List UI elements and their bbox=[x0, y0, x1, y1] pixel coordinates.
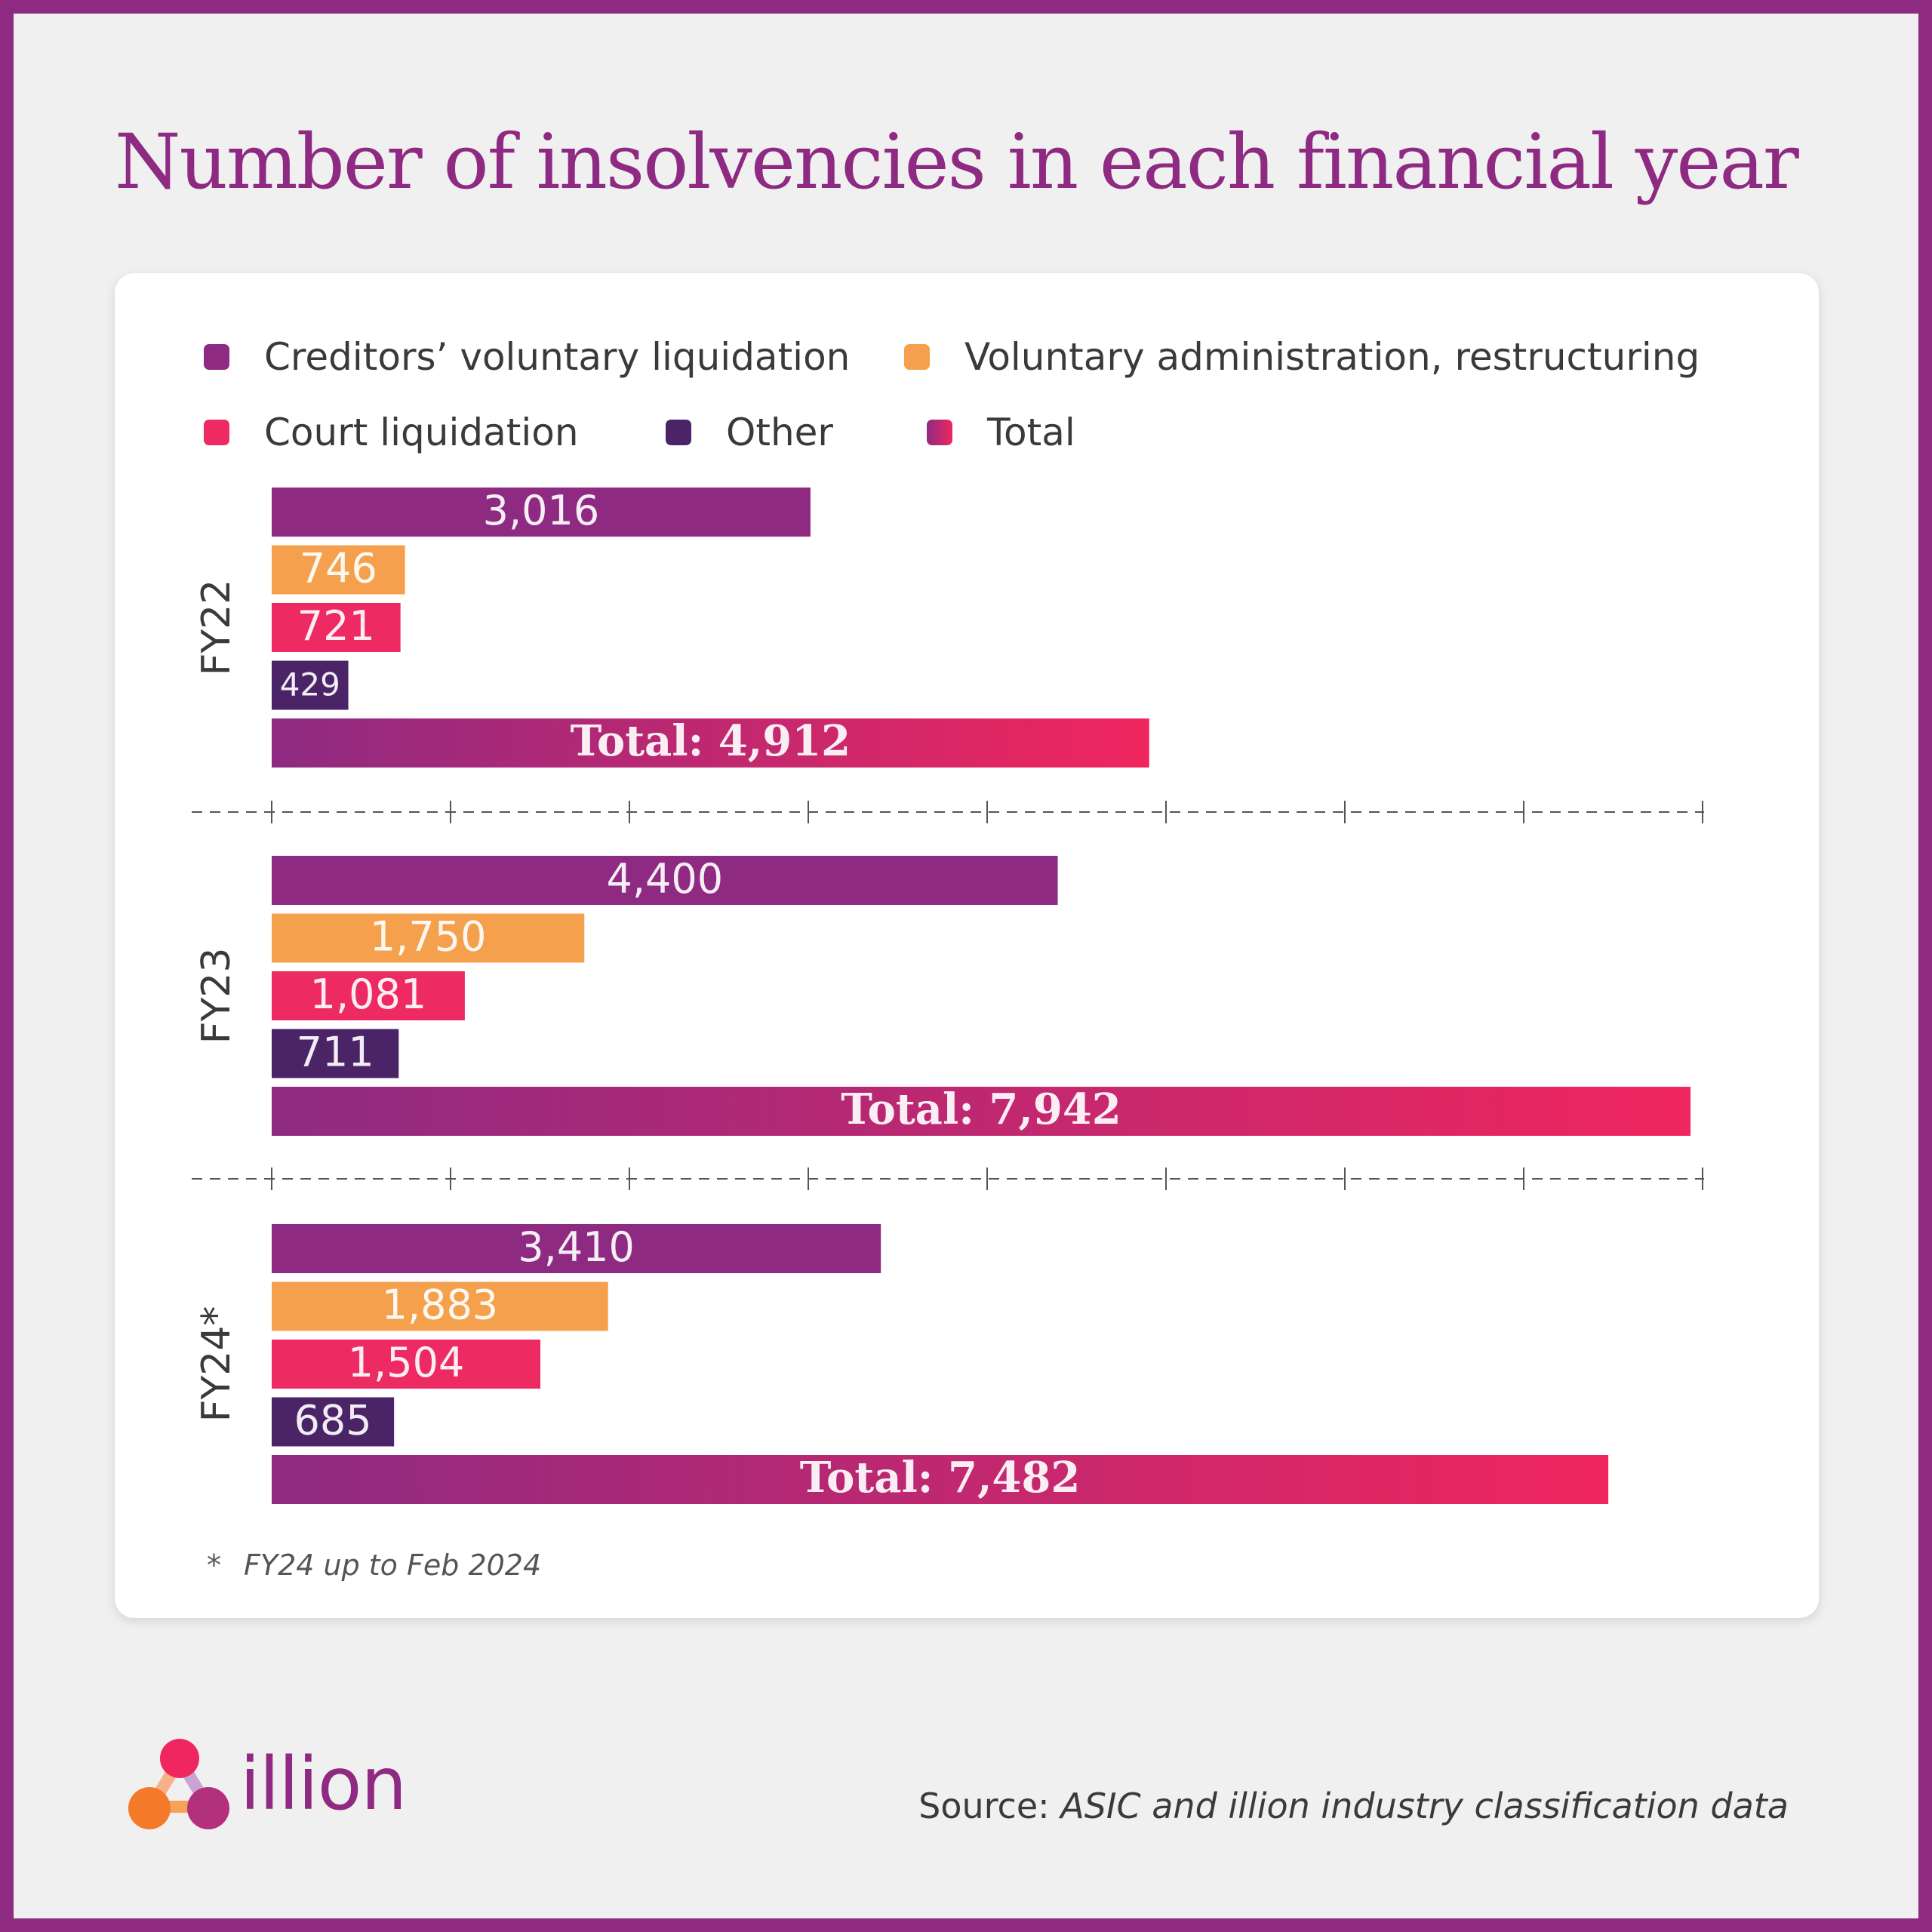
bar bbox=[272, 1224, 881, 1273]
legend-item-court-liquidation: Court liquidation bbox=[204, 411, 579, 454]
legend-item-creditors-voluntary-liquidation: Creditors’ voluntary liquidation bbox=[204, 335, 850, 379]
bar bbox=[272, 718, 1149, 768]
bar bbox=[272, 488, 811, 537]
bar bbox=[272, 660, 349, 710]
page-frame: Number of insolvencies in each financial… bbox=[14, 14, 1918, 1918]
data-label: 1,750 bbox=[370, 913, 487, 961]
data-label: 1,883 bbox=[382, 1281, 499, 1329]
data-label: 429 bbox=[280, 666, 340, 703]
bar bbox=[272, 913, 585, 963]
bar bbox=[272, 545, 405, 595]
source-prefix: Source: bbox=[918, 1786, 1050, 1826]
bar bbox=[272, 1455, 1609, 1504]
footnote-marker: * bbox=[207, 1549, 221, 1582]
data-label: 1,504 bbox=[348, 1339, 465, 1386]
bar bbox=[272, 1029, 399, 1078]
data-label: 721 bbox=[297, 602, 375, 650]
legend-label: Voluntary administration, restructuring bbox=[964, 335, 1700, 379]
data-label: Total: 4,912 bbox=[571, 716, 851, 766]
bar bbox=[272, 603, 401, 652]
bar bbox=[272, 971, 465, 1020]
legend-label: Total bbox=[987, 411, 1075, 454]
category-label: FY24* bbox=[194, 1306, 239, 1423]
legend-label: Other bbox=[726, 411, 833, 454]
category-label: FY23 bbox=[194, 948, 239, 1044]
data-label: 746 bbox=[300, 545, 377, 592]
brand-name: illion bbox=[240, 1742, 407, 1826]
source-note: Source: ASIC and illion industry classif… bbox=[918, 1786, 1789, 1826]
bar bbox=[272, 1340, 541, 1389]
data-label: Total: 7,482 bbox=[800, 1453, 1081, 1503]
legend-swatch bbox=[927, 420, 952, 445]
category-label: FY22 bbox=[194, 580, 239, 676]
legend-swatch bbox=[204, 420, 229, 445]
illion-logo-icon bbox=[128, 1739, 229, 1829]
bar bbox=[272, 1087, 1690, 1136]
legend-item-total: Total bbox=[927, 411, 1075, 454]
data-label: 1,081 bbox=[310, 971, 427, 1018]
data-label: Total: 7,942 bbox=[841, 1084, 1121, 1134]
legend-item-other: Other bbox=[666, 411, 833, 454]
legend-label: Creditors’ voluntary liquidation bbox=[264, 335, 851, 379]
legend-label: Court liquidation bbox=[264, 411, 579, 454]
source-text: ASIC and illion industry classification … bbox=[1060, 1786, 1789, 1826]
bar-chart: FY22 3,016 746 721 429 Total: 4,912 FY23 4,400 1… bbox=[192, 487, 1704, 1504]
data-label: 3,016 bbox=[483, 487, 600, 534]
legend-swatch bbox=[204, 344, 229, 370]
footnote-text: FY24 up to Feb 2024 bbox=[244, 1549, 542, 1582]
bar bbox=[272, 1397, 395, 1447]
data-label: 4,400 bbox=[606, 855, 723, 903]
bar bbox=[272, 1281, 608, 1331]
data-label: 685 bbox=[294, 1397, 372, 1444]
chart-title: Number of insolvencies in each financial… bbox=[115, 118, 1799, 206]
data-label: 711 bbox=[297, 1029, 374, 1076]
legend-swatch bbox=[666, 420, 691, 445]
footnote: * FY24 up to Feb 2024 bbox=[207, 1549, 541, 1582]
data-label: 3,410 bbox=[518, 1223, 635, 1271]
legend-swatch bbox=[904, 344, 930, 370]
legend-item-voluntary-administration: Voluntary administration, restructuring bbox=[904, 335, 1700, 379]
bar bbox=[272, 856, 1058, 905]
